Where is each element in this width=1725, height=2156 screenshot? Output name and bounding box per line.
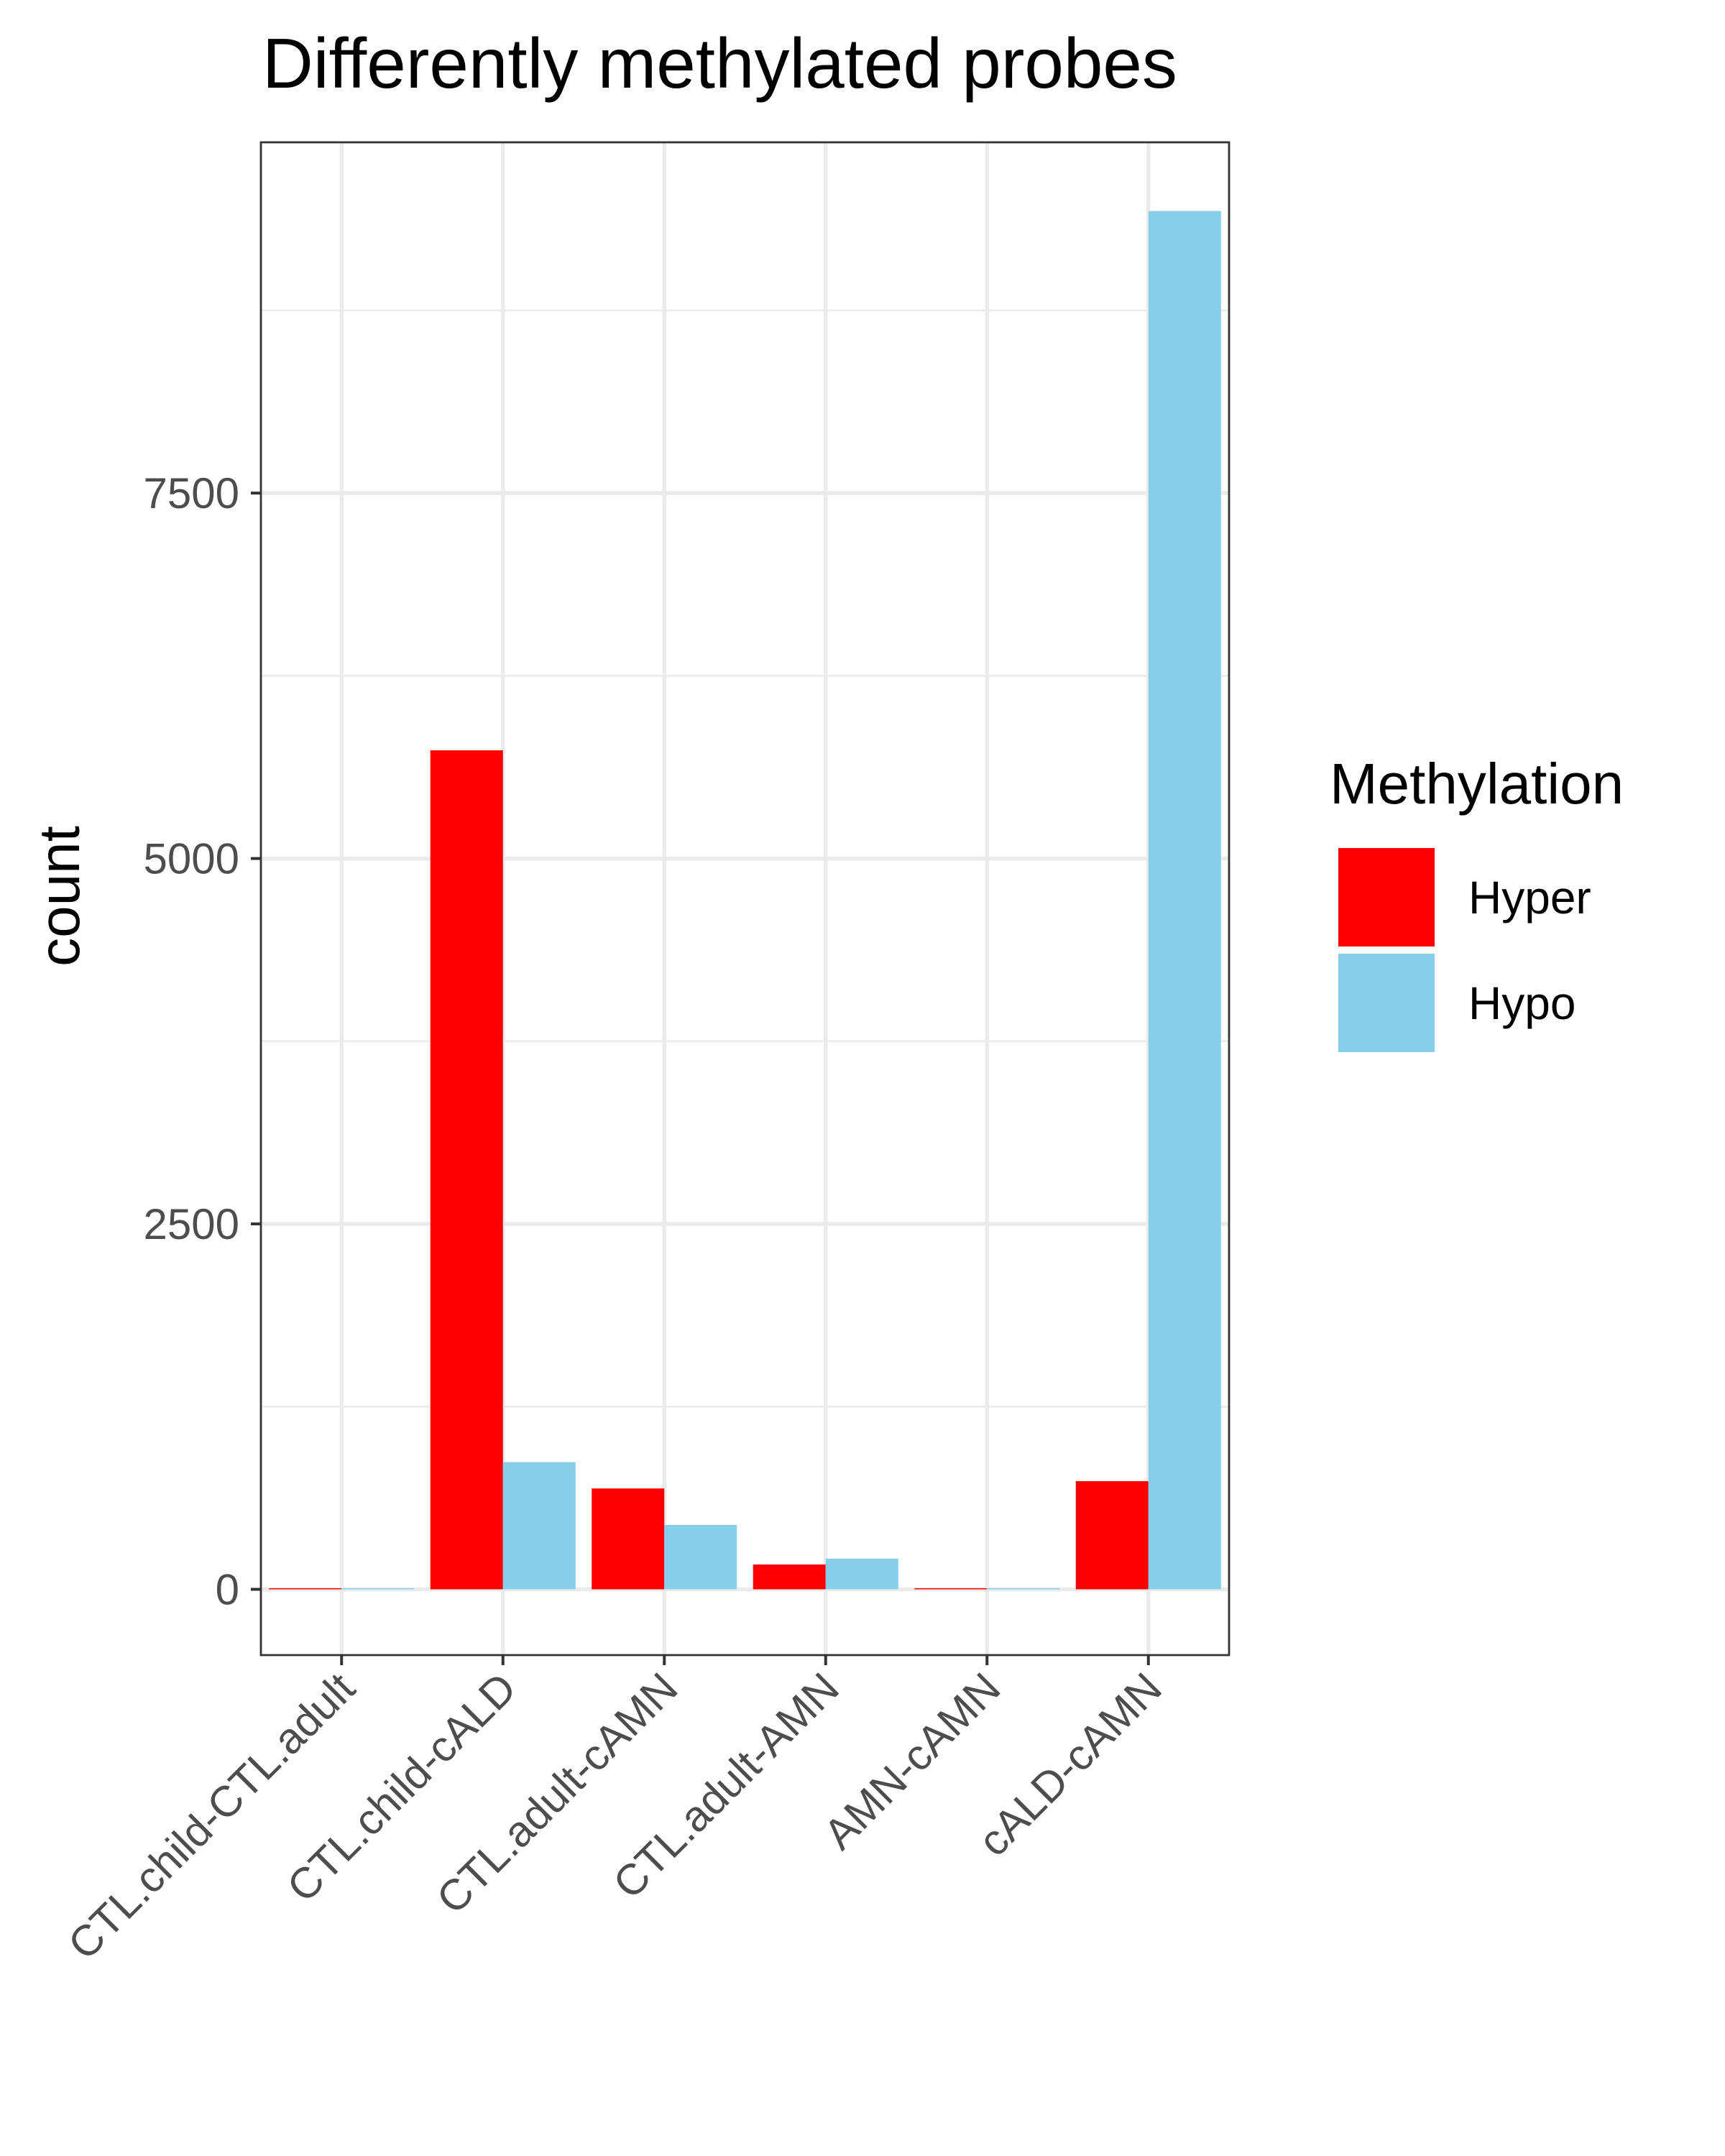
legend-label-hypo: Hypo (1468, 977, 1576, 1029)
legend-key-hypo (1338, 954, 1435, 1052)
bar-hyper-5 (914, 1588, 988, 1590)
legend: Methylation Hyper Hypo (1330, 752, 1624, 1052)
bar-hyper-4 (753, 1564, 826, 1590)
legend-title: Methylation (1330, 752, 1624, 816)
bar-hyper-1 (269, 1588, 342, 1590)
chart-title: Differently methylated probes (262, 24, 1177, 103)
bar-hyper-6 (1075, 1480, 1149, 1590)
y-axis-title: count (27, 826, 91, 967)
bar-hyper-3 (592, 1488, 665, 1590)
bar-hypo-2 (502, 1462, 576, 1590)
bar-hypo-6 (1148, 211, 1221, 1590)
y-tick-label: 0 (216, 1565, 239, 1613)
plot-border (259, 141, 1230, 1657)
plot-background (261, 142, 1229, 1655)
x-tick-label: CTL.child-CTL.adult (59, 1664, 364, 1969)
y-tick-label: 2500 (144, 1200, 239, 1248)
legend-label-hyper: Hyper (1468, 872, 1591, 923)
bar-hyper-2 (430, 750, 503, 1590)
bar-hypo-3 (664, 1524, 737, 1590)
legend-key-hyper (1338, 848, 1435, 946)
bar-hypo-4 (825, 1558, 898, 1590)
bar-hypo-1 (341, 1588, 415, 1590)
plot-area: 0250050007500CTL.child-CTL.adultCTL.chil… (59, 141, 1230, 1969)
bar-hypo-5 (987, 1588, 1060, 1590)
y-tick-label: 7500 (144, 469, 239, 517)
y-tick-label: 5000 (144, 835, 239, 883)
